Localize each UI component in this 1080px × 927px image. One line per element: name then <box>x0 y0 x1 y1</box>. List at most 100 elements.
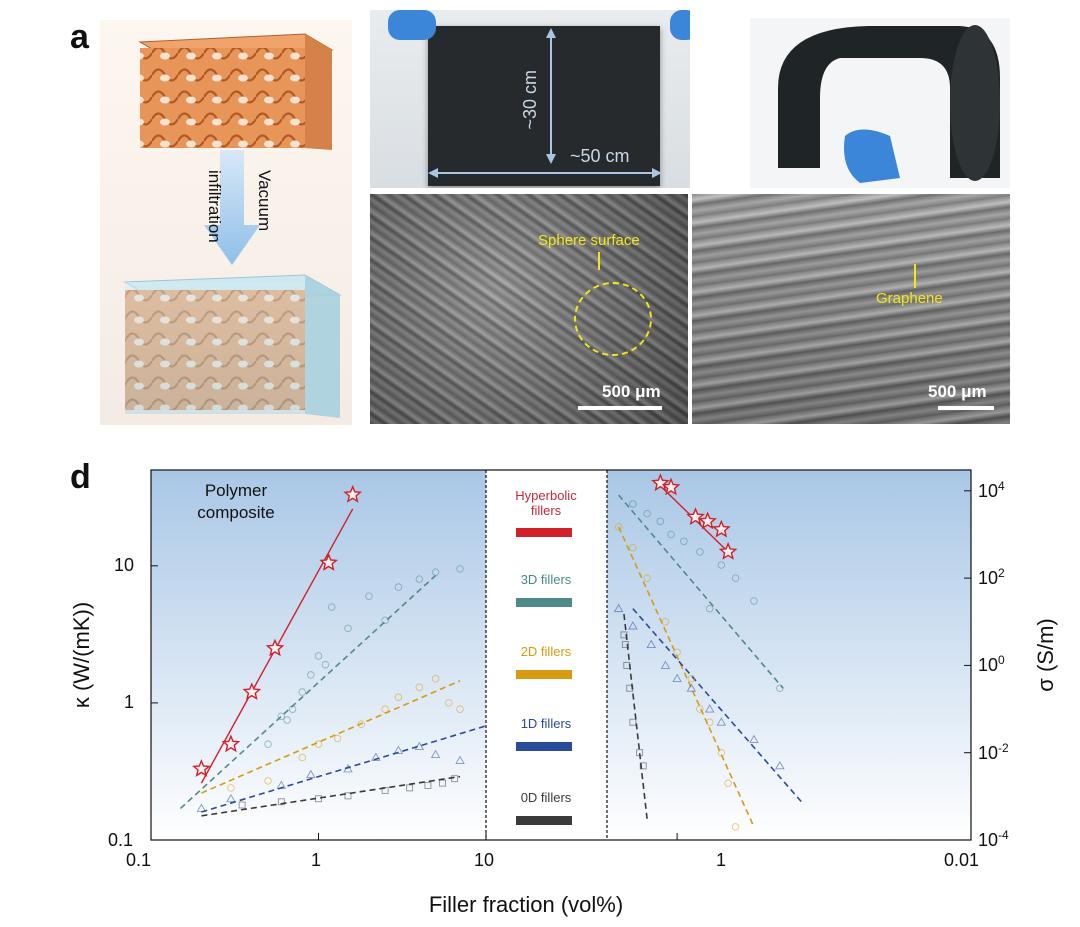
graphene-label: Graphene <box>876 290 943 307</box>
left-trendline-2d-fillers <box>201 680 461 794</box>
plot-frame <box>150 469 972 841</box>
left-point-2d-fillers <box>227 784 235 792</box>
left-point-3d-fillers <box>321 660 330 669</box>
left-point-3d-fillers <box>277 712 286 720</box>
right-point-2d-fillers <box>724 779 732 787</box>
scale-bar-left <box>578 406 662 410</box>
left-point-1d-fillers <box>306 769 316 779</box>
left-point-2d-fillers <box>357 720 366 728</box>
right-glove <box>670 10 690 40</box>
left-point-3d-fillers <box>456 565 464 573</box>
right-point-3d-fillers <box>750 597 758 605</box>
legend-label-hyperbolic-fillers: Hyperbolic fillers <box>515 488 577 518</box>
left-point-2d-fillers <box>314 740 323 748</box>
composite-sheet <box>428 26 660 186</box>
x-tick-left-0.1: 0.1 <box>126 850 152 870</box>
panel-b-photo-flat-sheet: ~30 cm ~50 cm <box>370 10 690 188</box>
left-point-hyperbolic-fillers <box>192 759 211 777</box>
right-trendline-1d-fillers <box>632 608 804 804</box>
right-point-3d-fillers <box>717 561 726 569</box>
right-point-0d-fillers <box>636 749 644 757</box>
legend-swatch-hyperbolic-fillers <box>516 528 572 537</box>
y-tick-right-2: 100 <box>978 653 1005 676</box>
right-point-2d-fillers <box>687 674 696 683</box>
left-point-1d-fillers <box>371 752 381 761</box>
left-point-2d-fillers <box>381 705 389 713</box>
x-axis-label: Filler fraction (vol%) <box>428 892 624 917</box>
right-trendline-2d-fillers <box>617 526 755 828</box>
right-point-2d-fillers <box>614 523 623 531</box>
left-point-hyperbolic-fillers <box>242 682 262 700</box>
legend-swatch-0d-fillers <box>516 816 572 825</box>
right-point-0d-fillers <box>639 762 647 770</box>
right-point-1d-fillers <box>716 717 727 726</box>
right-trendline-3d-fillers <box>618 494 784 689</box>
y-axis-left-label: κ (W/(mK)) <box>69 601 94 709</box>
right-point-0d-fillers <box>623 661 631 669</box>
right-point-hyperbolic-fillers <box>698 511 717 530</box>
left-point-3d-fillers <box>288 705 297 713</box>
y-tick-right-base: 10 <box>978 742 999 763</box>
right-trendline-0d-fillers <box>623 613 648 820</box>
left-point-1d-fillers <box>414 741 425 751</box>
right-point-1d-fillers <box>646 639 657 649</box>
y-tick-right-exponent: 4 <box>998 478 1005 493</box>
left-point-3d-fillers <box>415 575 424 583</box>
panel-c-sem-right: Graphene 500 μm <box>692 194 1010 424</box>
legend-label-2d-fillers: 2D fillers <box>520 644 572 659</box>
y-axis-right-label: σ (S/m) <box>1033 618 1058 692</box>
left-point-2d-fillers <box>445 699 453 707</box>
left-point-0d-fillers <box>451 775 459 783</box>
left-point-3d-fillers <box>264 740 272 748</box>
left-glove <box>388 10 436 40</box>
y-tick-right-exponent: 2 <box>998 566 1005 581</box>
inset-text-line-1: Polymer <box>204 481 268 500</box>
panel-b-photo-rolled-sheet <box>750 18 1010 188</box>
left-point-0d-fillers <box>238 801 246 809</box>
left-point-3d-fillers <box>283 716 291 724</box>
right-point-3d-fillers <box>776 684 784 692</box>
left-point-0d-fillers <box>406 784 414 792</box>
y-tick-right-3: 102 <box>978 566 1005 589</box>
left-point-3d-fillers <box>365 592 373 600</box>
x-tick-right-0.01: 0.01 <box>944 850 980 870</box>
panel-c-sem-left: Sphere surface 500 μm <box>370 194 688 424</box>
right-point-0d-fillers <box>621 641 629 649</box>
left-point-2d-fillers <box>415 683 424 692</box>
left-point-1d-fillers <box>343 764 353 773</box>
dimension-arrows <box>428 28 662 178</box>
arrow-text-vacuum: Vacuum <box>255 170 274 232</box>
right-point-hyperbolic-fillers <box>718 541 738 560</box>
left-trendline-0d-fillers <box>201 775 461 817</box>
right-point-2d-fillers <box>705 718 714 726</box>
left-point-hyperbolic-fillers <box>319 553 339 571</box>
right-point-hyperbolic-fillers <box>661 477 681 496</box>
left-point-hyperbolic-fillers <box>343 484 363 503</box>
left-point-0d-fillers <box>277 798 285 806</box>
left-point-2d-fillers <box>431 675 440 683</box>
left-point-3d-fillers <box>431 568 440 576</box>
right-point-1d-fillers <box>660 660 671 669</box>
graphene-arrow <box>914 264 916 288</box>
left-point-1d-fillers <box>226 793 236 803</box>
rolled-sheet-illustration <box>778 25 1000 183</box>
x-tick-left-1: 1 <box>311 850 322 870</box>
right-point-2d-fillers <box>717 748 726 757</box>
y-tick-left-1: 1 <box>124 692 135 712</box>
right-point-2d-fillers <box>661 618 670 626</box>
right-point-3d-fillers <box>705 604 714 613</box>
left-point-0d-fillers <box>439 779 446 787</box>
left-point-3d-fillers <box>298 688 307 696</box>
right-point-0d-fillers <box>620 631 628 639</box>
right-point-hyperbolic-fillers <box>686 507 705 526</box>
arrow-text-infiltration: infiltration <box>205 170 224 243</box>
right-point-3d-fillers <box>696 548 704 556</box>
legend-label-1d-fillers: 1D fillers <box>520 716 572 731</box>
right-point-1d-fillers <box>704 704 715 713</box>
right-point-2d-fillers <box>643 574 651 582</box>
right-point-1d-fillers <box>613 603 624 613</box>
legend-label-0d-fillers: 0D fillers <box>520 790 572 805</box>
left-point-3d-fillers <box>307 671 315 679</box>
y-tick-right-0: 10-4 <box>978 828 1009 851</box>
